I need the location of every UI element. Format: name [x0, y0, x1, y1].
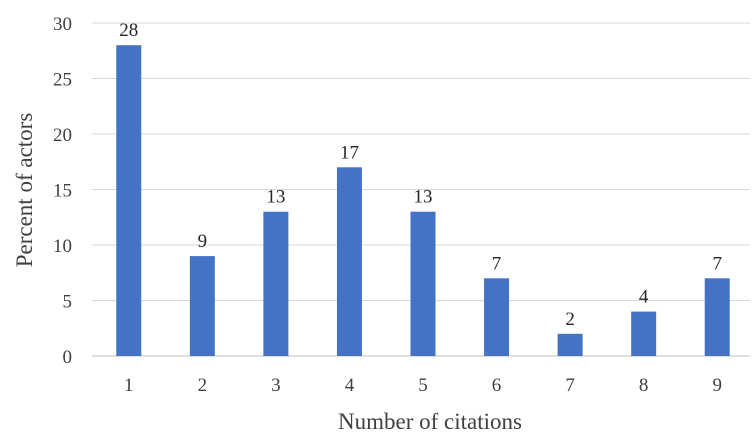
x-tick-label: 9 — [712, 375, 722, 396]
x-axis-ticks: 1 2 3 4 5 6 7 8 9 — [124, 375, 722, 396]
data-label: 7 — [712, 253, 722, 274]
y-tick-label: 25 — [53, 70, 72, 91]
bar — [263, 211, 289, 356]
data-label: 28 — [119, 20, 138, 41]
bar — [557, 333, 583, 356]
x-tick-label: 2 — [198, 375, 208, 396]
bar — [484, 278, 510, 356]
data-label: 2 — [565, 309, 575, 330]
y-tick-label: 10 — [53, 236, 72, 257]
x-tick-label: 4 — [345, 375, 355, 396]
data-label: 4 — [639, 287, 649, 308]
x-tick-label: 6 — [492, 375, 502, 396]
y-tick-label: 30 — [53, 14, 72, 35]
bar — [410, 211, 436, 356]
data-label: 17 — [340, 142, 359, 163]
data-labels: 28 9 13 17 13 7 2 4 7 — [119, 20, 722, 330]
x-tick-label: 5 — [418, 375, 428, 396]
x-tick-label: 1 — [124, 375, 134, 396]
data-label: 9 — [198, 231, 208, 252]
data-label: 13 — [266, 187, 285, 208]
bar — [189, 256, 215, 356]
bar — [631, 311, 657, 356]
y-tick-label: 20 — [53, 125, 72, 146]
x-tick-label: 3 — [271, 375, 281, 396]
y-axis-ticks: 0 5 10 15 20 25 30 — [53, 14, 72, 368]
y-axis-title: Percent of actors — [12, 113, 37, 268]
y-tick-label: 15 — [53, 181, 72, 202]
y-tick-label: 0 — [63, 347, 73, 368]
bar — [704, 278, 730, 356]
y-tick-label: 5 — [63, 292, 73, 313]
bar — [336, 167, 362, 356]
bars — [116, 45, 730, 356]
bar — [116, 45, 142, 356]
data-label: 7 — [492, 253, 502, 274]
x-axis-title: Number of citations — [338, 409, 522, 434]
x-tick-label: 7 — [565, 375, 575, 396]
data-label: 13 — [414, 187, 433, 208]
x-tick-label: 8 — [639, 375, 649, 396]
